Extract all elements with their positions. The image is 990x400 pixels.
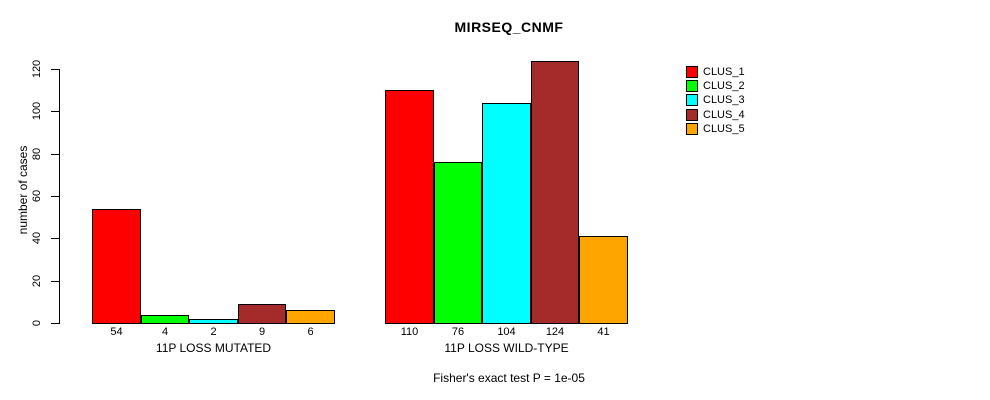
bar-clus_4 xyxy=(238,304,286,324)
y-tick-mark xyxy=(51,281,59,282)
legend-item-clus_1: CLUS_1 xyxy=(686,65,745,79)
y-tick-mark xyxy=(51,154,59,155)
y-tick-label: 60 xyxy=(31,189,43,203)
bar-clus_3 xyxy=(482,103,531,324)
legend-swatch-icon xyxy=(686,108,698,121)
bar-value-label: 2 xyxy=(210,326,217,338)
legend-swatch-icon xyxy=(686,66,698,79)
bar-clus_2 xyxy=(434,162,482,324)
bar-value-label: 9 xyxy=(258,326,266,338)
y-tick-mark xyxy=(51,323,59,324)
bar-clus_1 xyxy=(92,209,141,324)
y-tick-mark xyxy=(51,196,59,197)
legend: CLUS_1 CLUS_2 CLUS_3 CLUS_4 CLUS_5 xyxy=(686,65,745,136)
bar-clus_5 xyxy=(579,236,628,324)
legend-swatch-icon xyxy=(686,80,698,93)
legend-item-clus_3: CLUS_3 xyxy=(686,93,745,107)
bar-value-label: 4 xyxy=(161,326,169,338)
legend-item-label: CLUS_4 xyxy=(703,108,745,121)
legend-item-clus_5: CLUS_5 xyxy=(686,122,745,136)
bar-value-label: 110 xyxy=(400,326,419,338)
legend-swatch-icon xyxy=(686,94,698,107)
bar-value-label: 104 xyxy=(497,326,516,338)
bar-value-label: 54 xyxy=(110,326,123,338)
y-tick-label: 100 xyxy=(31,102,43,121)
y-axis-line xyxy=(59,69,60,324)
legend-item-clus_4: CLUS_4 xyxy=(686,108,745,122)
y-tick-label: 40 xyxy=(31,232,43,245)
legend-item-label: CLUS_2 xyxy=(703,80,745,93)
y-tick-label: 80 xyxy=(31,147,43,160)
legend-item-label: CLUS_5 xyxy=(703,122,745,135)
bar-clus_2 xyxy=(141,315,189,324)
bar-clus_3 xyxy=(189,319,238,324)
y-tick-label: 20 xyxy=(31,274,43,287)
group-label: 11P LOSS MUTATED xyxy=(155,341,272,355)
legend-item-label: CLUS_3 xyxy=(703,94,745,107)
y-tick-mark xyxy=(51,111,59,112)
chart-title: MIRSEQ_CNMF xyxy=(454,19,564,35)
bar-value-label: 124 xyxy=(545,326,565,338)
bar-clus_5 xyxy=(286,310,335,324)
bar-value-label: 41 xyxy=(597,326,610,338)
legend-item-label: CLUS_1 xyxy=(703,66,745,79)
y-tick-mark xyxy=(51,238,59,239)
bar-value-label: 76 xyxy=(451,326,465,338)
bar-value-label: 6 xyxy=(307,326,314,338)
y-tick-label: 0 xyxy=(31,319,43,327)
bar-clus_1 xyxy=(385,90,434,324)
y-tick-mark xyxy=(51,69,59,70)
group-label: 11P LOSS WILD-TYPE xyxy=(444,341,569,355)
annotation-fisher-test: Fisher's exact test P = 1e-05 xyxy=(433,371,585,385)
legend-item-clus_2: CLUS_2 xyxy=(686,79,745,93)
bar-clus_4 xyxy=(531,61,579,324)
legend-swatch-icon xyxy=(686,122,698,135)
y-tick-label: 120 xyxy=(31,59,43,79)
